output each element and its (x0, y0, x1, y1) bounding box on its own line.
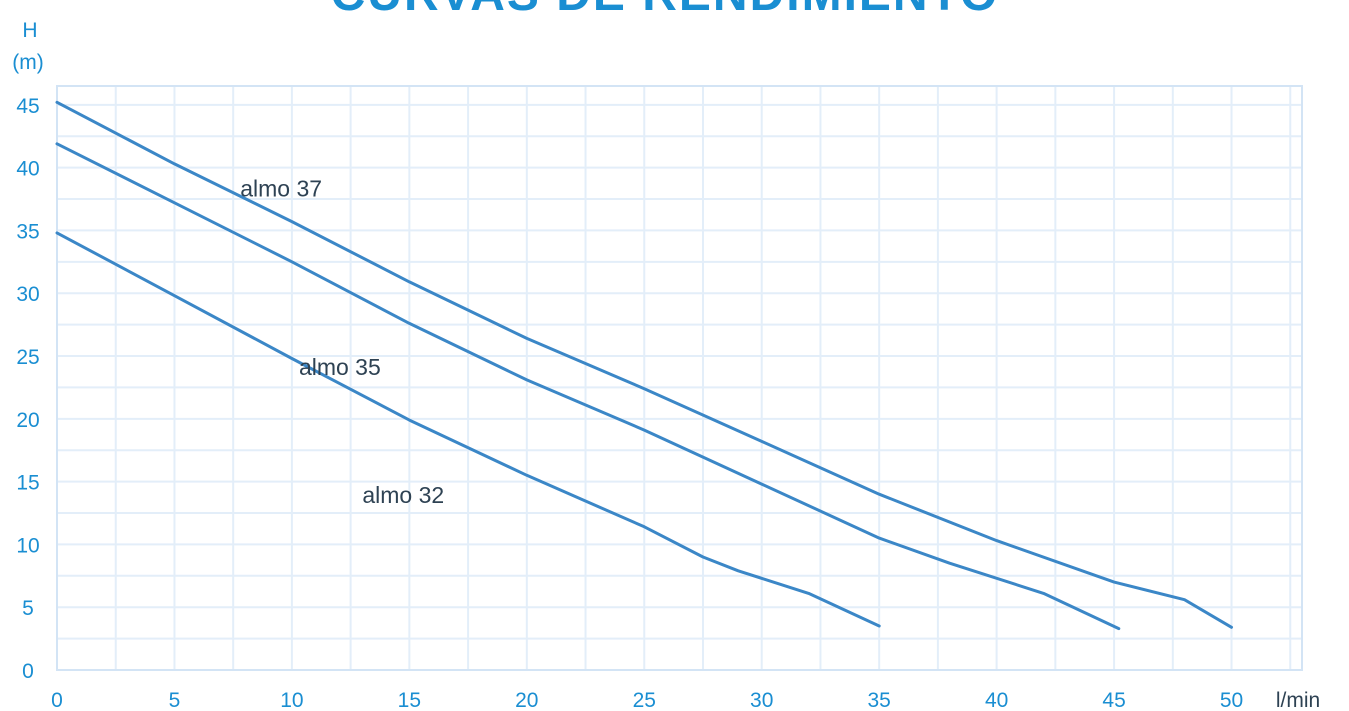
x-tick-label: 25 (633, 689, 656, 711)
y-tick-label: 5 (22, 597, 34, 620)
y-tick-label: 20 (16, 409, 39, 432)
series-curve (55, 142, 1121, 631)
series-label: almo 37 (240, 176, 322, 202)
y-tick-label: 35 (16, 220, 39, 243)
y-tick-label: 30 (16, 283, 39, 306)
series-curve (55, 100, 1233, 629)
y-axis-label: H (22, 19, 37, 42)
grid (56, 85, 1303, 671)
series-curve (55, 231, 881, 628)
series-label: almo 35 (299, 354, 381, 380)
y-tick-label: 10 (16, 534, 39, 557)
tick-labels: 0 5 10 15 20 25 30 35 40 45 50 0 5 10 15 20 25 30 35 40 45 (16, 95, 1243, 711)
y-tick-label: 45 (16, 95, 39, 118)
x-tick-label: 15 (398, 689, 421, 711)
y-axis-unit: (m) (12, 51, 43, 74)
x-axis-label: l/min (1276, 689, 1320, 711)
series-label: almo 32 (362, 482, 444, 508)
y-tick-label: 15 (16, 472, 39, 495)
plot-border (56, 85, 1303, 671)
x-tick-label: 0 (51, 689, 63, 711)
y-tick-label: 40 (16, 158, 39, 181)
x-tick-label: 35 (867, 689, 890, 711)
y-tick-label: 25 (16, 346, 39, 369)
series-labels: almo 37 almo 35 almo 32 (240, 176, 444, 508)
x-tick-label: 50 (1220, 689, 1243, 711)
x-tick-label: 5 (169, 689, 181, 711)
y-tick-label: 0 (22, 660, 34, 683)
chart-title: CURVAS DE RENDIMIENTO (331, 0, 1000, 21)
x-tick-label: 30 (750, 689, 773, 711)
x-tick-label: 45 (1102, 689, 1125, 711)
curves (55, 100, 1233, 631)
x-tick-label: 20 (515, 689, 538, 711)
x-tick-label: 10 (280, 689, 303, 711)
x-tick-label: 40 (985, 689, 1008, 711)
